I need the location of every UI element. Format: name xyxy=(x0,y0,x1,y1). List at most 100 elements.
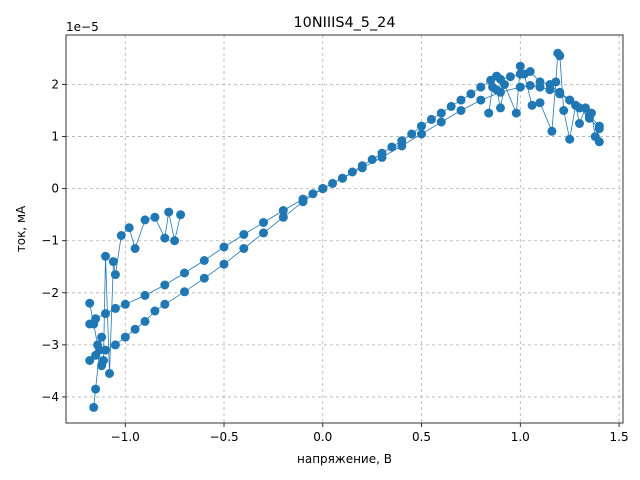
noise-pos-cluster-point xyxy=(559,106,569,115)
noise-pos-cluster-point xyxy=(535,98,545,108)
lower-pos-branch-point xyxy=(515,82,525,92)
x-tick-label: 0.0 xyxy=(313,430,332,444)
noise-neg-cluster-point xyxy=(101,251,110,261)
y-tick-label: −3 xyxy=(41,338,59,352)
y-tick-label: −4 xyxy=(41,390,59,404)
upper-neg-branch-point xyxy=(219,242,229,252)
lower-neg-branch-point xyxy=(85,356,95,365)
lower-neg-branch-point xyxy=(130,324,140,334)
noise-pos-cluster-point xyxy=(484,108,494,118)
lower-pos-branch-point xyxy=(417,129,426,139)
noise-neg-cluster-point xyxy=(176,210,186,220)
lower-pos-branch-point xyxy=(535,82,545,92)
noise-pos-cluster-point xyxy=(500,80,509,89)
lower-neg-branch-point xyxy=(180,287,189,297)
lower-neg-branch-point xyxy=(160,299,170,309)
lower-pos-branch-point xyxy=(565,95,575,105)
noise-neg-cluster-point xyxy=(108,257,118,267)
noise-pos-cluster-point xyxy=(575,119,584,128)
y-offset-label: 1e−5 xyxy=(66,20,99,34)
x-axis-label: напряжение, В xyxy=(297,452,392,466)
noise-pos-cluster-point xyxy=(555,51,565,61)
lower-neg-branch-point xyxy=(140,316,150,326)
lower-neg-branch-point xyxy=(298,197,308,207)
outlier-points-line xyxy=(93,337,102,408)
noise-pos-cluster-point xyxy=(496,103,505,113)
upper-neg-branch-point xyxy=(199,256,209,265)
noise-pos-cluster-point xyxy=(571,100,581,110)
noise-neg-cluster-point xyxy=(130,244,140,253)
noise-neg-cluster-point xyxy=(85,298,95,308)
upper-neg-branch-point xyxy=(239,230,249,239)
lower-neg-branch-point xyxy=(150,306,160,316)
x-tick-label: 1.5 xyxy=(610,430,629,444)
noise-pos-cluster-point xyxy=(547,126,557,136)
upper-neg-branch-line xyxy=(89,188,323,325)
noise-pos-cluster-point xyxy=(511,108,521,118)
noise-pos-cluster-point xyxy=(565,134,575,144)
noise-neg-cluster-point xyxy=(160,233,170,243)
upper-neg-branch-point xyxy=(120,299,130,309)
upper-neg-branch-point xyxy=(308,189,318,199)
lower-pos-branch-point xyxy=(456,106,466,115)
noise-pos-cluster-point xyxy=(515,61,525,71)
noise-pos-cluster-point xyxy=(581,103,590,113)
upper-pos-branch-point xyxy=(476,82,486,92)
x-tick-label: −0.5 xyxy=(209,430,238,444)
noise-pos-cluster-point xyxy=(551,77,561,87)
noise-pos-cluster-point xyxy=(492,85,502,95)
noise-neg-cluster-point xyxy=(110,270,120,280)
x-tick-label: 1.0 xyxy=(511,430,530,444)
lower-neg-branch-point xyxy=(318,184,328,194)
noise-pos-cluster-point xyxy=(586,108,596,118)
noise-pos-cluster-point xyxy=(519,69,529,79)
noise-pos-cluster-point xyxy=(594,137,604,147)
lower-neg-branch-point xyxy=(110,340,120,350)
noise-neg-cluster-point xyxy=(99,356,108,365)
y-tick-label: −1 xyxy=(41,234,59,248)
upper-pos-branch-point xyxy=(446,101,456,111)
lower-pos-branch-point xyxy=(357,163,367,173)
y-tick-label: 1 xyxy=(51,130,59,144)
upper-pos-branch-point xyxy=(436,108,446,118)
lower-neg-branch-point xyxy=(199,273,209,283)
lower-neg-branch-point xyxy=(278,212,288,222)
upper-pos-branch-point xyxy=(387,142,397,152)
noise-neg-cluster-point xyxy=(124,223,134,233)
y-axis-label: ток, мА xyxy=(14,205,28,252)
lower-pos-branch-point xyxy=(338,173,347,183)
noise-neg-cluster-point xyxy=(164,207,174,217)
outlier-points-point xyxy=(97,332,107,342)
noise-pos-cluster-line xyxy=(488,52,600,143)
outlier-points-point xyxy=(91,384,101,394)
lower-pos-branch-point xyxy=(397,141,407,151)
outlier-points-point xyxy=(95,345,105,355)
x-tick-label: −1.0 xyxy=(111,430,140,444)
noise-neg-cluster-point xyxy=(105,369,114,378)
upper-pos-branch-point xyxy=(505,72,515,82)
lower-pos-branch-point xyxy=(377,152,387,162)
chart-title: 10NIIIS4_5_24 xyxy=(294,15,396,31)
upper-pos-branch-point xyxy=(466,89,476,99)
outlier-points-point xyxy=(89,402,99,412)
noise-neg-cluster-point xyxy=(89,319,99,329)
upper-pos-branch-point xyxy=(426,114,436,124)
upper-pos-branch-point xyxy=(407,129,417,139)
upper-neg-branch-point xyxy=(278,206,288,215)
plot-area xyxy=(66,35,623,423)
upper-neg-branch-point xyxy=(101,309,110,319)
y-tick-label: 2 xyxy=(51,77,59,91)
noise-neg-cluster-point xyxy=(116,231,126,240)
lower-neg-branch-point xyxy=(219,259,229,269)
y-tick-label: −2 xyxy=(41,286,59,300)
lower-neg-branch-point xyxy=(120,332,130,342)
upper-neg-branch-point xyxy=(140,290,150,300)
upper-pos-branch-point xyxy=(417,121,426,131)
upper-neg-branch-point xyxy=(160,280,170,290)
data-layer xyxy=(85,48,604,412)
upper-pos-branch-point xyxy=(347,167,357,177)
noise-pos-cluster-point xyxy=(527,100,537,110)
lower-neg-branch-point xyxy=(239,244,249,253)
